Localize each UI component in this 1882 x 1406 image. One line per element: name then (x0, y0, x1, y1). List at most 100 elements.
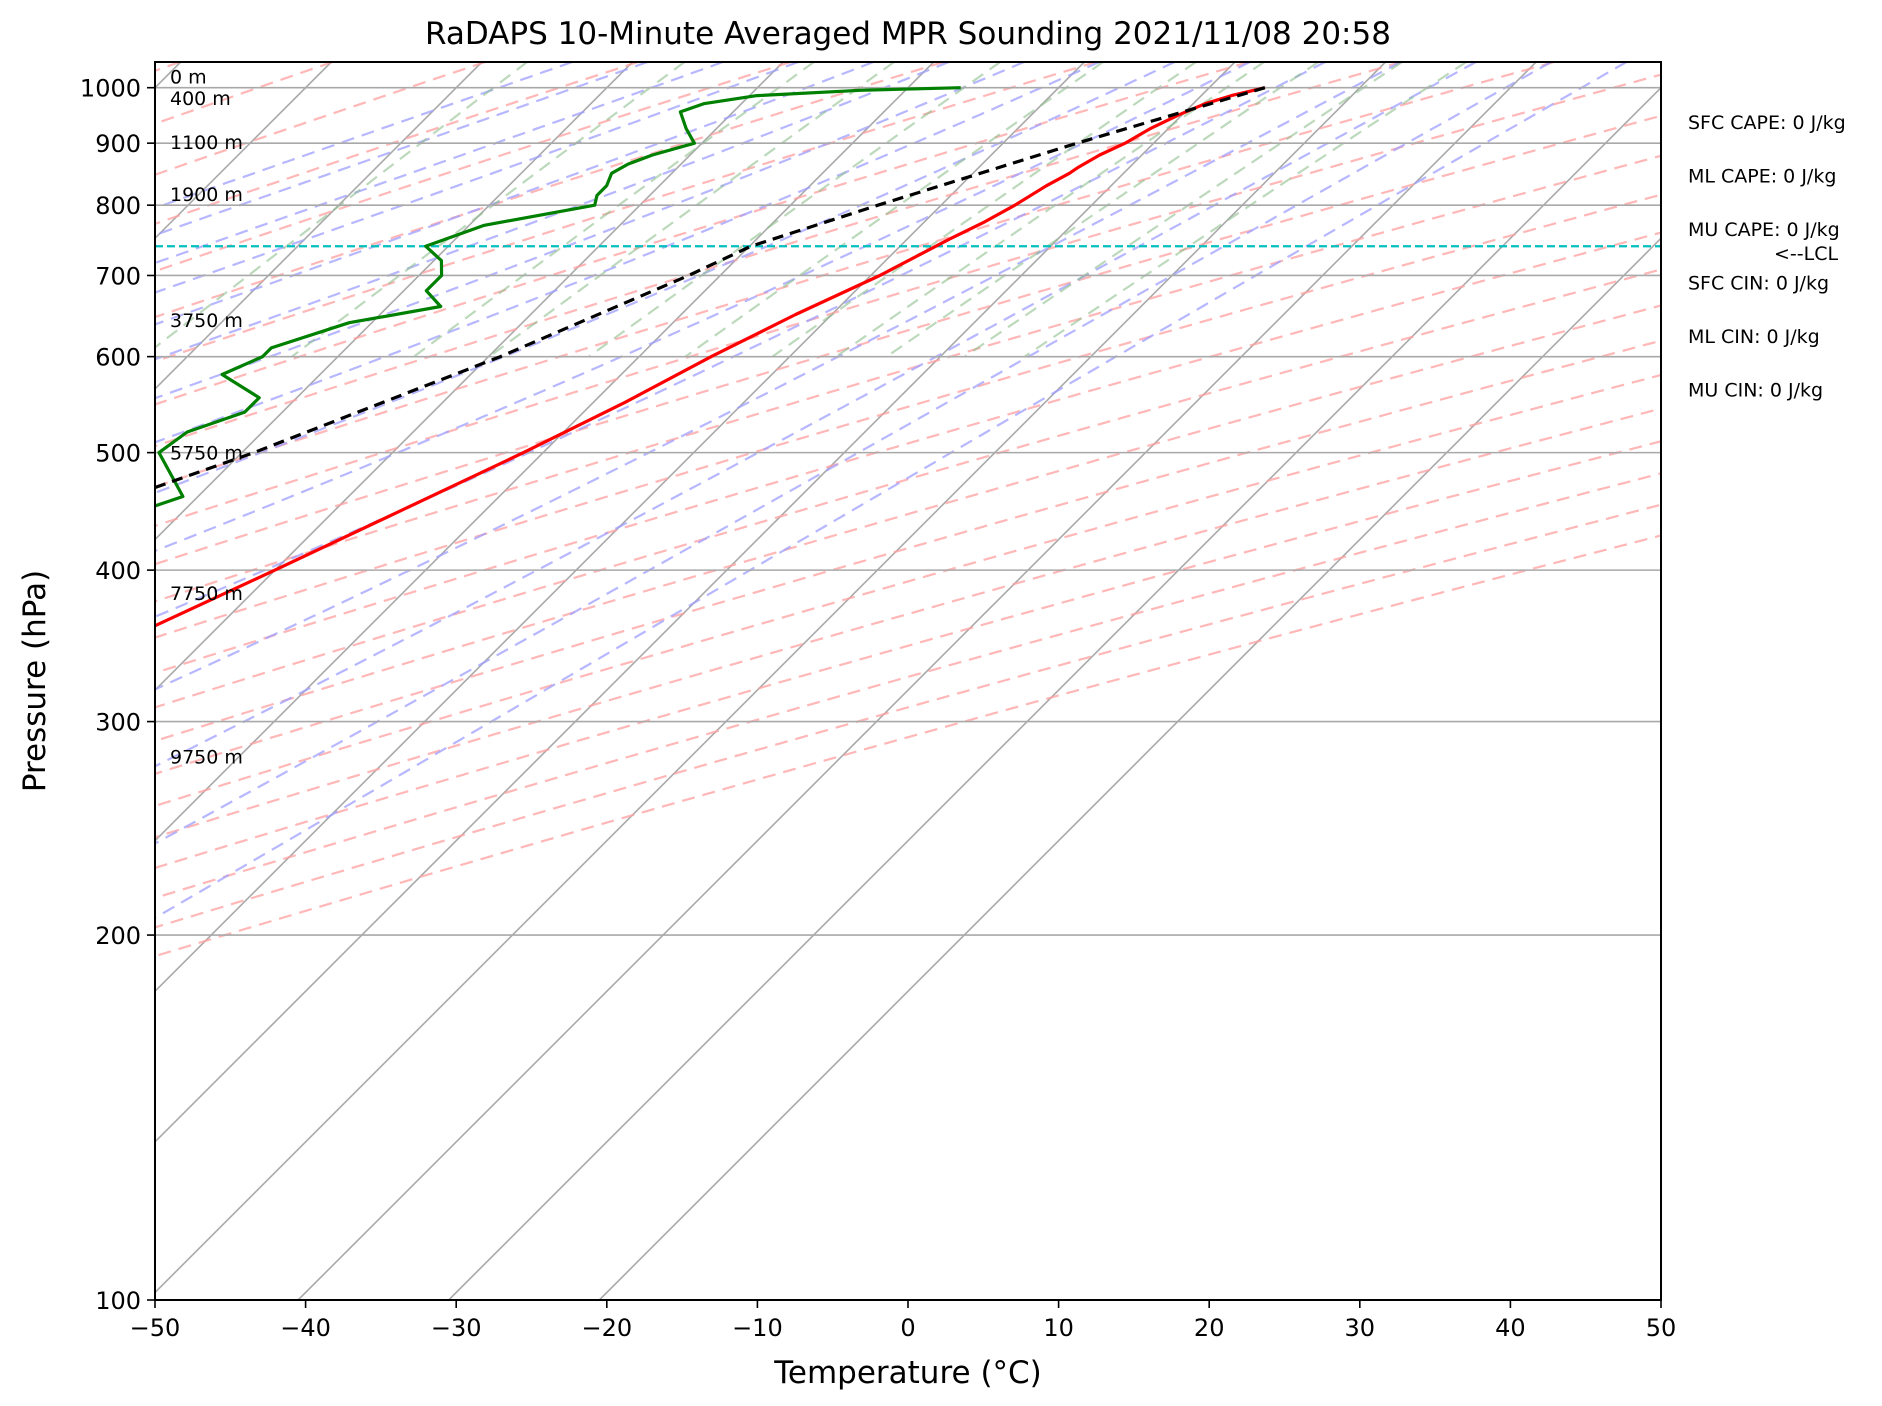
stability-index-text: ML CIN: 0 J/kg (1688, 326, 1820, 348)
moist-adiabat-line (155, 62, 1251, 553)
isotherm-line (297, 62, 1537, 1300)
moist-adiabat-line (155, 62, 573, 210)
dewpoint-line (155, 86, 961, 508)
dry-adiabat-line (155, 503, 1661, 929)
isotherm-line (155, 62, 784, 692)
moist-adiabat-line (155, 62, 648, 237)
height-label: 7750 m (170, 583, 243, 605)
x-tick-label: 30 (1345, 1314, 1376, 1342)
y-tick-label: 100 (95, 1287, 141, 1315)
isotherm-line (155, 62, 1085, 993)
parcel-line (155, 86, 1266, 490)
plot-frame (154, 61, 1662, 1301)
height-label: 1900 m (170, 184, 243, 206)
x-tick-label: 20 (1194, 1314, 1225, 1342)
dry-adiabat-line (155, 62, 791, 273)
dry-adiabat-line (155, 154, 1661, 603)
chart-title: RaDAPS 10-Minute Averaged MPR Sounding 2… (425, 16, 1391, 52)
dry-adiabat-line (155, 472, 1661, 900)
dry-adiabat-line (155, 534, 1661, 958)
dry-adiabat-line (155, 62, 639, 226)
dry-adiabat-line (155, 373, 1661, 808)
y-axis-label: Pressure (hPa) (17, 570, 53, 792)
mixing-ratio-line (964, 62, 1403, 358)
x-tick-label: 50 (1646, 1314, 1677, 1342)
isotherm-line (155, 62, 634, 541)
lcl-annotation: <--LCL (1774, 243, 1838, 265)
dry-adiabat-line (155, 62, 486, 176)
isobar-gridlines (155, 86, 1661, 1300)
moist-adiabat-line (155, 62, 1552, 845)
mixing-ratio-line (588, 62, 1001, 358)
x-tick-label: 40 (1495, 1314, 1526, 1342)
isotherm-line (155, 62, 1387, 1294)
y-tick-label: 600 (95, 344, 141, 372)
temperature-line (155, 86, 1266, 628)
dry-adiabat-line (155, 62, 1250, 406)
height-label: 5750 m (170, 442, 243, 464)
x-axis-ticks: −50 −40 −30 −20 −10 0 10 20 30 40 50 (130, 1300, 1677, 1342)
dry-adiabat-line (155, 62, 1555, 488)
height-label: 400 m (170, 88, 231, 110)
isotherm-line (155, 62, 1236, 1144)
moist-adiabat-line (155, 62, 950, 361)
dry-adiabat-line (155, 339, 1661, 775)
dry-adiabat-line (155, 62, 944, 319)
mixing-ratio-line (488, 62, 895, 358)
stability-index-text: SFC CIN: 0 J/kg (1688, 273, 1829, 295)
y-tick-label: 700 (95, 262, 141, 290)
moist-adiabat-line (155, 62, 724, 265)
dry-adiabat-line (155, 73, 1661, 528)
isotherm-line (598, 237, 1661, 1300)
moist-adiabat-line (155, 62, 1176, 495)
moist-adiabat-line (155, 62, 1627, 920)
y-tick-label: 1000 (80, 75, 141, 103)
moist-adiabat-line (155, 62, 1025, 400)
x-tick-label: −50 (130, 1314, 181, 1342)
height-label: 3750 m (170, 310, 243, 332)
mixing-ratio-line (886, 62, 1319, 358)
mixing-ratio-line (684, 62, 1104, 358)
y-tick-label: 300 (95, 709, 141, 737)
mixing-ratio-line (1023, 62, 1467, 358)
moist-adiabat-line (155, 62, 1402, 691)
moist-adiabat-line (155, 62, 874, 326)
lcl-label: <--LCL (1774, 243, 1838, 265)
height-labels: 9750 m 7750 m 5750 m 3750 m 1900 m 1100 m 400 … (170, 67, 243, 769)
x-axis-label: Temperature (°C) (773, 1355, 1042, 1391)
x-tick-label: −10 (732, 1314, 783, 1342)
sounding-profiles (155, 86, 1266, 628)
mixing-ratio-line (291, 62, 686, 358)
dry-adiabat-line (155, 193, 1661, 639)
isotherm-line (155, 62, 935, 842)
mixing-ratio-line (413, 62, 815, 358)
stability-index-text: SFC CAPE: 0 J/kg (1688, 112, 1846, 134)
y-axis-ticks: 1000 900 800 700 600 500 400 300 200 100 (80, 75, 155, 1315)
stability-index-text: MU CAPE: 0 J/kg (1688, 219, 1840, 241)
x-tick-label: −30 (431, 1314, 482, 1342)
stability-indices: SFC CAPE: 0 J/kg ML CAPE: 0 J/kg MU CAPE: … (1688, 112, 1846, 402)
height-label: 1100 m (170, 132, 243, 154)
mixing-ratio-line (771, 62, 1197, 358)
y-tick-label: 900 (95, 130, 141, 158)
mixing-ratio-line (155, 62, 528, 349)
dry-adiabat-line (155, 407, 1661, 839)
height-label: 0 m (170, 67, 207, 89)
height-label: 9750 m (170, 746, 243, 768)
x-tick-label: −40 (280, 1314, 331, 1342)
x-tick-label: 10 (1043, 1314, 1074, 1342)
y-tick-label: 800 (95, 192, 141, 220)
dry-adiabat-line (155, 268, 1661, 709)
moist-adiabat-line (155, 62, 1477, 768)
moist-adiabat-line (155, 62, 1100, 444)
y-tick-label: 500 (95, 440, 141, 468)
x-tick-label: 0 (900, 1314, 915, 1342)
isotherm-line (448, 86, 1661, 1300)
dry-adiabat-line (155, 62, 1402, 448)
x-tick-label: −20 (581, 1314, 632, 1342)
isotherm-line (155, 62, 483, 391)
dry-adiabat-line (155, 114, 1661, 566)
stability-index-text: ML CAPE: 0 J/kg (1688, 166, 1836, 188)
stability-index-text: MU CIN: 0 J/kg (1688, 380, 1823, 402)
